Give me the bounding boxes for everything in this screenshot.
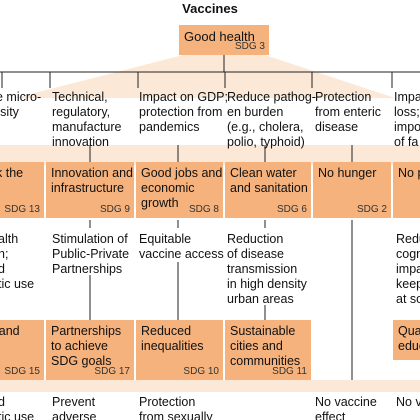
effect-col3: Equitable vaccine access [139, 232, 224, 261]
impact-col3: Impact on GDP; protection from pandemics [139, 90, 228, 134]
goal-box-partial: No p [393, 162, 420, 218]
goal-box-sdg9: Innovation and infrastructure SDG 9 [46, 162, 134, 218]
goal-box-sdg15: land SDG 15 [0, 320, 44, 380]
effect2-col5: No vaccine effect [315, 395, 377, 420]
goal-box-sdg8: Good jobs and economic growth SDG 8 [136, 162, 223, 218]
impact-col2: Technical, regulatory, manufacture innovat… [52, 90, 122, 149]
goal-box-partial-2: Qualeduc [393, 320, 420, 360]
effect2-col3: Protection from sexually [139, 395, 213, 420]
bottom-effects: d tic use Prevent adverse Protection from s… [0, 393, 420, 420]
good-health-label: Good health [184, 29, 255, 44]
goal-box-sdg11: Sustainable cities and communities SDG 11 [225, 320, 311, 380]
effect-col2: Stimulation of Public-Private Partnership… [52, 232, 130, 276]
effect2-col1: d tic use [0, 395, 35, 420]
effect2-col6: No v [396, 395, 420, 409]
effect-col1: alth h; d tic use [0, 232, 35, 291]
goal-box-sdg10: Reduced inequalities SDG 10 [136, 320, 223, 380]
impact-col6: Impa loss; impo of fa [394, 90, 420, 149]
diagram-title: Vaccines [182, 1, 238, 16]
good-health-box: Good health SDG 3 [179, 25, 269, 55]
goal-box-sdg17: Partnerships to achieve SDG goals SDG 17 [46, 320, 134, 380]
effect2-col2: Prevent adverse [52, 395, 97, 420]
goal-box-sdg6: Clean water and sanitation SDG 6 [225, 162, 311, 218]
impact-col1: e micro-rsity [0, 90, 42, 119]
effect-col4: Reduction of disease transmission in high … [227, 232, 307, 306]
impact-col5: Protection from enteric disease [315, 90, 381, 134]
good-health-sdg: SDG 3 [234, 41, 265, 52]
goal-box-sdg13: k the SDG 13 [0, 162, 44, 218]
impact-col4: Reduce pathog-en burden (e.g., cholera, p… [227, 90, 316, 149]
goal-box-sdg2: No hunger SDG 2 [313, 162, 391, 218]
